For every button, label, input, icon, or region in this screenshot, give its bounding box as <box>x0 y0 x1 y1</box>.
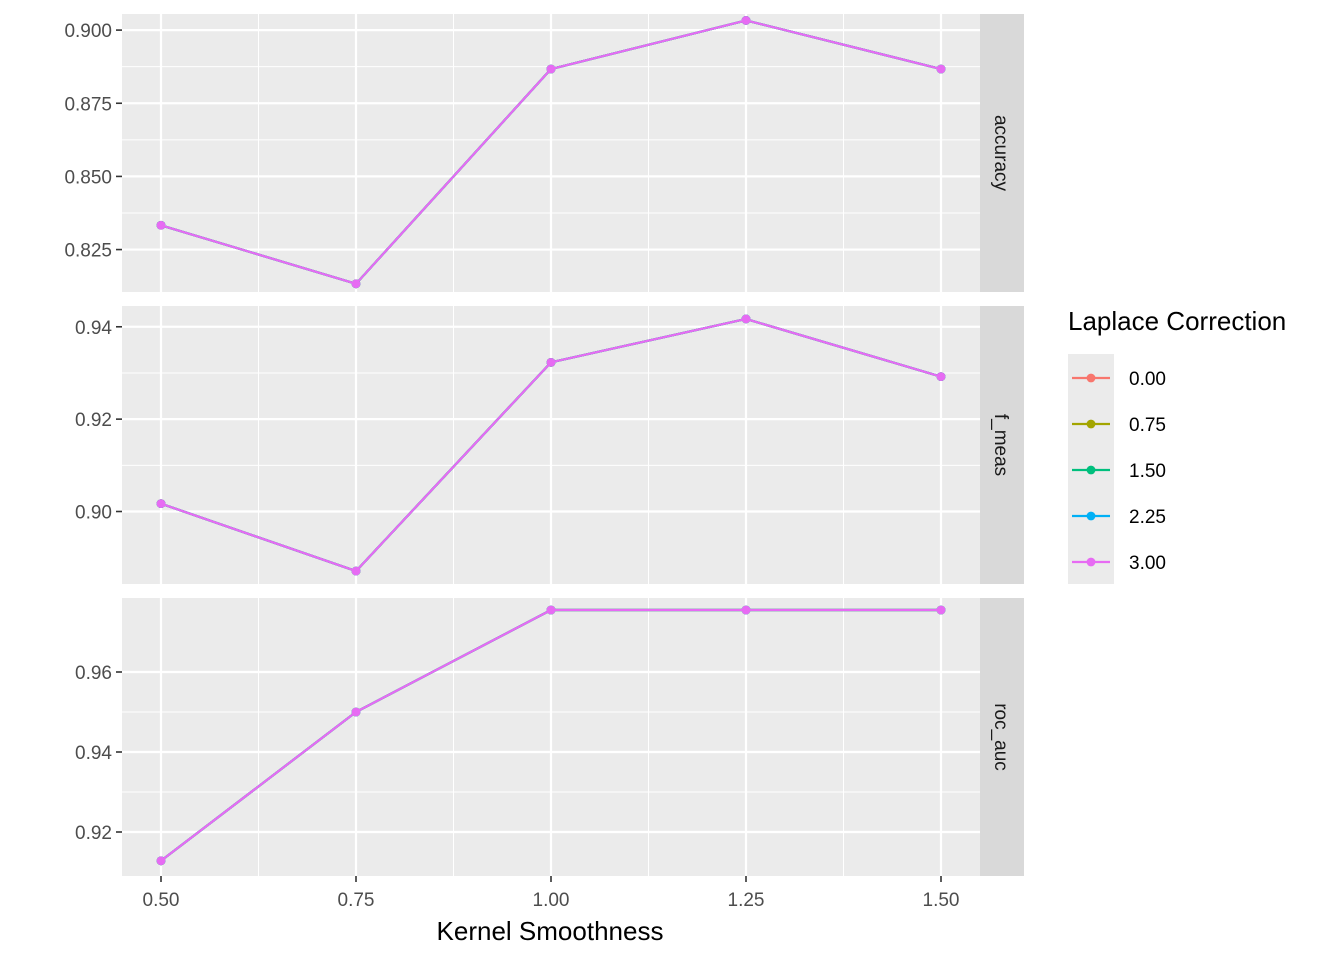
legend-key-point <box>1086 373 1096 383</box>
data-point <box>156 499 166 509</box>
legend-key-point <box>1086 419 1096 429</box>
x-tick-label: 1.00 <box>533 890 570 911</box>
data-point <box>936 64 946 74</box>
x-tick-label: 0.50 <box>143 890 180 911</box>
data-point <box>546 64 556 74</box>
x-axis-title: Kernel Smoothness <box>437 916 664 946</box>
y-tick-label: 0.825 <box>64 241 112 262</box>
legend-items: 0.00 0.75 1.50 2.25 3.00 <box>1072 369 1166 574</box>
x-axis: 0.50 0.75 1.00 1.25 1.50 <box>143 876 960 911</box>
legend-item-2.25: 2.25 <box>1072 507 1166 528</box>
legend-key-point <box>1086 465 1096 475</box>
y-tick-label: 0.92 <box>75 410 112 431</box>
x-tick-label: 1.50 <box>923 890 960 911</box>
y-tick-label: 0.850 <box>64 167 112 188</box>
data-point <box>156 220 166 230</box>
data-point <box>546 357 556 367</box>
legend-item-0.00: 0.00 <box>1072 369 1166 390</box>
panel-accuracy: 0.825 0.850 0.875 0.900 accuracy <box>64 14 1024 292</box>
legend-item-0.75: 0.75 <box>1072 415 1166 436</box>
chart-panels: 0.825 0.850 0.875 0.900 accuracy 0.90 0.92 0.94… <box>64 14 1024 876</box>
facet-strip <box>980 306 1024 584</box>
legend-item-1.50: 1.50 <box>1072 461 1166 482</box>
facet-strip-label: roc_auc <box>990 703 1011 771</box>
facet-strip-label: accuracy <box>990 115 1011 192</box>
data-point <box>741 16 751 25</box>
y-tick-label: 0.94 <box>75 743 112 764</box>
data-point <box>936 605 946 615</box>
y-tick-label: 0.900 <box>64 21 112 42</box>
data-point <box>351 566 361 576</box>
data-point <box>351 707 361 717</box>
y-tick-label: 0.90 <box>75 502 112 523</box>
y-tick-label: 0.96 <box>75 663 112 684</box>
x-tick-label: 1.25 <box>728 890 765 911</box>
legend-label: 1.50 <box>1129 461 1166 482</box>
legend-label: 3.00 <box>1129 553 1166 574</box>
facet-strip <box>980 598 1024 876</box>
y-tick-label: 0.875 <box>64 94 112 115</box>
facet-strip <box>980 14 1024 292</box>
y-tick-label: 0.92 <box>75 823 112 844</box>
panel-roc_auc: 0.92 0.94 0.96 roc_auc <box>75 598 1024 876</box>
data-point <box>936 372 946 382</box>
data-point <box>351 279 361 289</box>
legend-label: 0.75 <box>1129 415 1166 436</box>
legend-title: Laplace Correction <box>1068 306 1286 336</box>
data-point <box>156 856 166 866</box>
legend-label: 2.25 <box>1129 507 1166 528</box>
data-point <box>741 605 751 615</box>
legend: Laplace Correction 0.00 0.75 1.50 2.25 3.00 <box>1068 306 1286 584</box>
legend-item-3.00: 3.00 <box>1072 553 1166 574</box>
legend-key-point <box>1086 511 1096 521</box>
facet-strip-label: f_meas <box>990 414 1011 476</box>
panel-f_meas: 0.90 0.92 0.94 f_meas <box>75 306 1024 584</box>
data-point <box>546 605 556 615</box>
data-point <box>741 314 751 324</box>
x-tick-label: 0.75 <box>338 890 375 911</box>
legend-label: 0.00 <box>1129 369 1166 390</box>
y-tick-label: 0.94 <box>75 318 112 339</box>
legend-key-point <box>1086 557 1096 567</box>
